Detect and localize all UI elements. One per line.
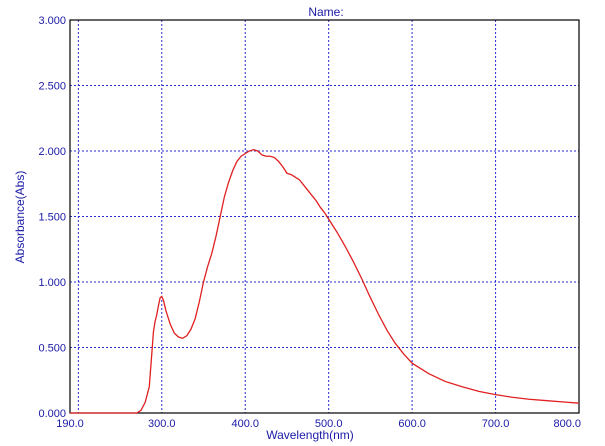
y-tick-label: 2.500 <box>38 81 66 93</box>
x-tick-label: 400.0 <box>231 418 259 430</box>
y-tick-label: 0.500 <box>38 343 66 355</box>
y-tick-labels: 0.000 0.500 1.000 1.500 2.000 2.500 3.000 <box>38 15 66 420</box>
x-tick-label: 300.0 <box>148 418 176 430</box>
x-tick-label: 600.0 <box>398 418 426 430</box>
x-axis-title: Wavelength(nm) <box>266 428 354 442</box>
series-layer <box>70 149 580 414</box>
grid-lines <box>70 20 579 413</box>
y-tick-label: 1.500 <box>38 212 66 224</box>
x-tick-label: 700.0 <box>482 418 510 430</box>
x-tick-labels: 190.0 300.0 400.0 500.0 600.0 700.0 800.0 <box>56 418 581 430</box>
x-tick-label: 800.0 <box>553 418 581 430</box>
y-tick-label: 0.000 <box>38 408 66 420</box>
x-tick-label: 500.0 <box>315 418 343 430</box>
y-axis-title: Absorbance(Abs) <box>13 171 27 264</box>
y-tick-label: 3.000 <box>38 15 66 27</box>
x-tick-label: 190.0 <box>56 418 84 430</box>
y-tick-label: 1.000 <box>38 277 66 289</box>
plot-frame <box>69 19 580 414</box>
y-tick-label: 2.000 <box>38 146 66 158</box>
absorbance-spectrum-line-0 <box>70 149 580 414</box>
chart-title: Name: <box>308 5 343 19</box>
